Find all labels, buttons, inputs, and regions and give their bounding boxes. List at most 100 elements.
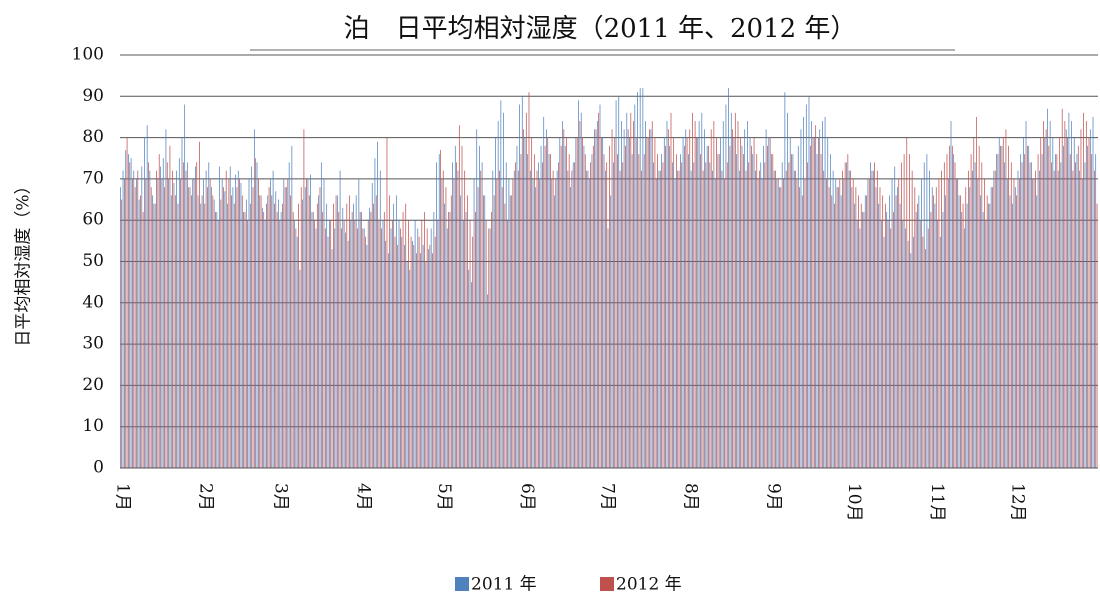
bar: [142, 211, 144, 468]
bar: [1029, 162, 1031, 468]
bar: [350, 220, 352, 468]
x-tick-label: 11月: [927, 483, 947, 522]
bar: [756, 154, 758, 468]
bar: [257, 178, 259, 468]
bar: [725, 104, 727, 468]
bar: [220, 199, 222, 469]
bar: [387, 253, 389, 468]
bar: [1064, 121, 1066, 468]
bar: [729, 145, 731, 469]
bar: [753, 137, 755, 468]
bar: [255, 158, 257, 468]
bar: [532, 178, 534, 468]
bar: [568, 154, 570, 468]
bar: [237, 170, 239, 468]
bar: [546, 129, 547, 468]
bar: [383, 211, 385, 468]
bar: [409, 269, 411, 468]
bar: [359, 211, 361, 468]
bar: [647, 137, 649, 468]
bar: [1081, 178, 1083, 468]
bar: [887, 220, 889, 468]
bar: [394, 236, 396, 468]
bar: [646, 137, 648, 468]
bar: [966, 203, 968, 468]
bar: [864, 195, 866, 469]
bar: [961, 211, 963, 468]
bar: [483, 195, 484, 469]
bar: [1002, 137, 1004, 468]
bar: [1060, 162, 1062, 468]
bar: [170, 195, 172, 469]
bar: [125, 149, 127, 469]
bar: [346, 203, 348, 468]
bar: [271, 195, 273, 469]
bar: [976, 116, 977, 468]
bar: [880, 220, 882, 468]
bar: [996, 154, 997, 468]
bar: [279, 220, 281, 468]
bar: [816, 154, 818, 468]
bar: [267, 195, 269, 469]
bar: [288, 162, 290, 468]
bar: [757, 178, 759, 468]
bar: [1085, 121, 1087, 468]
bar: [440, 149, 441, 469]
bar: [938, 178, 940, 468]
bar: [233, 203, 235, 468]
bar: [489, 228, 491, 468]
bar: [122, 170, 124, 468]
bar: [1095, 154, 1097, 468]
bar: [208, 162, 210, 468]
bar: [894, 166, 896, 468]
bar: [867, 178, 869, 468]
bar: [779, 187, 780, 468]
bar: [193, 178, 195, 468]
bar: [141, 166, 143, 468]
bar: [741, 145, 743, 469]
bar: [953, 154, 955, 468]
bar: [177, 203, 179, 468]
bar: [982, 211, 984, 468]
bar: [390, 228, 392, 468]
bar: [633, 121, 634, 468]
bar: [452, 162, 453, 468]
bar: [796, 178, 798, 468]
bar: [204, 203, 206, 468]
bar: [1001, 145, 1003, 469]
bar: [901, 162, 902, 468]
bar: [925, 249, 926, 468]
bar: [445, 187, 447, 468]
bar: [1075, 162, 1076, 468]
bar: [200, 203, 202, 468]
bar: [674, 178, 676, 468]
bar: [213, 199, 215, 469]
bar: [998, 137, 1000, 468]
bar: [673, 137, 675, 468]
bar: [927, 228, 929, 468]
bar: [783, 178, 784, 468]
bar: [499, 170, 500, 468]
bar: [607, 228, 609, 468]
bar: [595, 129, 597, 468]
bar: [978, 145, 980, 469]
bar: [357, 228, 358, 468]
bar: [941, 170, 942, 468]
bar: [614, 137, 616, 468]
bar: [765, 129, 767, 468]
bar: [393, 203, 395, 468]
bar: [730, 112, 732, 468]
bar: [201, 195, 203, 469]
bar: [162, 158, 164, 468]
bar: [1006, 178, 1008, 468]
bar: [174, 195, 176, 469]
x-tick-label: 2月: [196, 483, 216, 511]
bar: [718, 154, 720, 468]
bar: [603, 154, 605, 468]
bar: [168, 178, 169, 468]
bar: [720, 137, 721, 468]
bar: [454, 145, 456, 469]
bar: [341, 228, 342, 468]
bar: [626, 112, 628, 468]
bar: [823, 170, 825, 468]
